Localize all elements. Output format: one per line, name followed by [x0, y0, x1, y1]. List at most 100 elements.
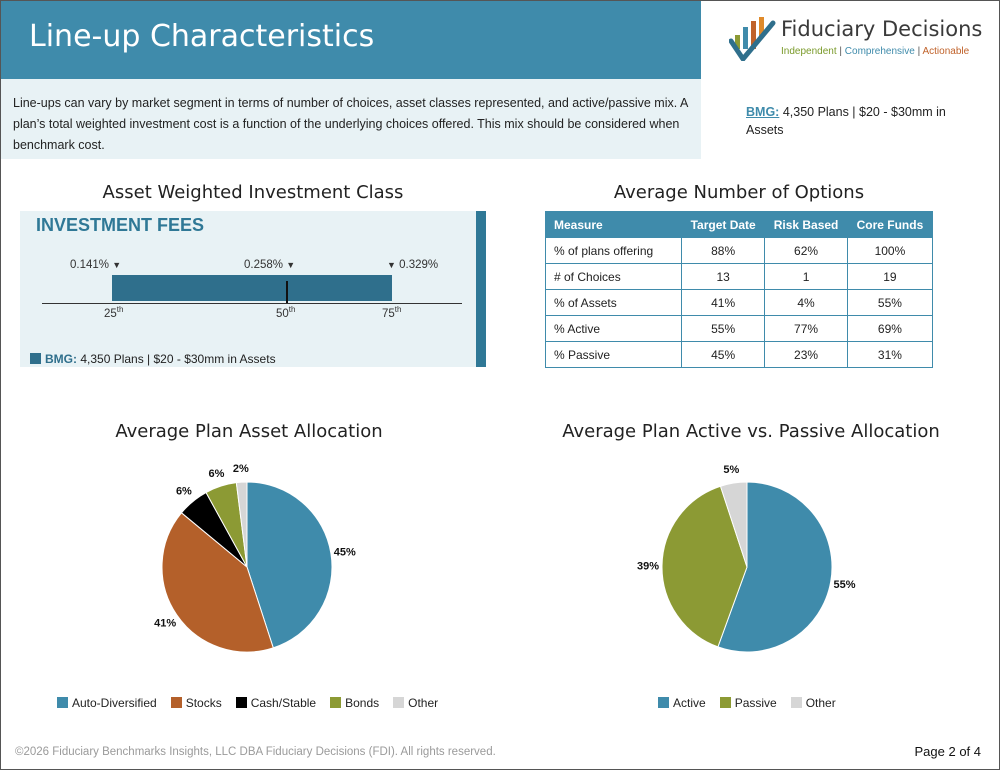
fees-p25-label: 25th: [104, 305, 124, 320]
legend-swatch: [235, 697, 247, 708]
triangle-down-icon: ▼: [387, 260, 396, 270]
legend-swatch: [658, 697, 669, 708]
fees-section-title: Asset Weighted Investment Class: [102, 182, 404, 203]
page-title: Line-up Characteristics: [29, 19, 375, 54]
asset-allocation-title: Average Plan Asset Allocation: [115, 421, 383, 442]
legend-swatch: [57, 697, 68, 708]
legend-item-cash-stable: Cash/Stable: [235, 696, 317, 710]
fees-p75-label: 75th: [382, 305, 402, 320]
logo-name: Fiduciary Decisions: [781, 17, 983, 41]
pie-slice-other: [719, 481, 748, 568]
pie-label-bonds: 6%: [208, 468, 224, 480]
fees-percentile-range-bar: [112, 275, 392, 301]
table-header-cell: Measure: [544, 211, 683, 238]
fees-legend: BMG: 4,350 Plans | $20 - $30mm in Assets: [30, 352, 276, 366]
tagline-actionable: Actionable: [922, 46, 970, 57]
legend-label: Auto-Diversified: [72, 696, 157, 710]
table-cell: 31%: [846, 341, 934, 368]
fees-p50-value: 0.258% ▼: [244, 259, 296, 271]
table-cell: 100%: [846, 237, 934, 264]
fees-legend-text: 4,350 Plans | $20 - $30mm in Assets: [80, 352, 276, 366]
table-cell: 4%: [764, 289, 848, 316]
table-cell: # of Choices: [544, 263, 683, 290]
pie-slice-auto-diversified: [246, 481, 333, 649]
fees-axis-line: [42, 303, 462, 304]
fees-panel-accent: [476, 211, 486, 367]
pie-slice-stocks: [161, 512, 274, 653]
table-cell: 62%: [764, 237, 848, 264]
table-row: % of plans offering 88% 62% 100%: [544, 237, 934, 264]
table-cell: 1: [764, 263, 848, 290]
tagline-independent: Independent: [781, 46, 837, 57]
table-cell: 13: [681, 263, 766, 290]
table-cell: 19: [846, 263, 934, 290]
bmg-note-text: 4,350 Plans | $20 - $30mm in Assets: [746, 105, 946, 137]
legend-label: Other: [408, 696, 439, 710]
pie-label-other: 2%: [233, 463, 249, 475]
bmg-link[interactable]: BMG:: [746, 105, 780, 119]
pie-slice-other: [235, 481, 248, 568]
logo-tagline: Independent | Comprehensive | Actionable: [781, 46, 969, 57]
pie-label-cash-stable: 6%: [176, 486, 192, 498]
fees-median-marker: [286, 281, 288, 303]
legend-swatch: [330, 697, 342, 708]
pie-label-stocks: 41%: [154, 618, 176, 630]
table-cell: 69%: [846, 315, 934, 342]
fees-p25-value: 0.141% ▼: [70, 259, 122, 271]
table-cell: % of plans offering: [544, 237, 683, 264]
legend-swatch: [170, 697, 182, 708]
intro-paragraph: Line-ups can vary by market segment in t…: [1, 79, 701, 159]
legend-label: Bonds: [345, 696, 380, 710]
bmg-note: BMG: 4,350 Plans | $20 - $30mm in Assets: [746, 103, 946, 139]
table-header-cell: Risk Based: [764, 211, 848, 238]
logo-mark-icon: [729, 17, 776, 61]
legend-swatch: [790, 697, 802, 708]
legend-item-stocks: Stocks: [170, 696, 222, 710]
company-logo: Fiduciary Decisions Independent | Compre…: [729, 13, 989, 63]
table-cell: 55%: [846, 289, 934, 316]
active-passive-title: Average Plan Active vs. Passive Allocati…: [562, 421, 940, 442]
triangle-down-icon: ▼: [112, 260, 122, 270]
fees-p50-label: 50th: [276, 305, 296, 320]
legend-item-bonds: Bonds: [330, 696, 379, 710]
fees-legend-label: BMG:: [45, 352, 77, 366]
legend-item-passive: Passive: [719, 696, 777, 710]
pie-slice-passive: [661, 485, 748, 648]
table-cell: % of Assets: [544, 289, 683, 316]
legend-swatch: [719, 697, 731, 708]
table-cell: 88%: [681, 237, 766, 264]
table-cell: 45%: [681, 341, 766, 368]
page-number: Page 2 of 4: [914, 744, 982, 759]
table-cell: % Active: [544, 315, 683, 342]
table-row: # of Choices 13 1 19: [544, 263, 934, 290]
footer-copyright: ©2026 Fiduciary Benchmarks Insights, LLC…: [15, 746, 496, 758]
asset-allocation-pie-chart: 45% 41% 6% 6% 2%: [154, 463, 356, 653]
table-header-cell: Core Funds: [846, 211, 934, 238]
table-cell: 23%: [764, 341, 848, 368]
legend-label: Stocks: [185, 696, 222, 710]
legend-label: Passive: [734, 696, 777, 710]
asset-allocation-legend: Auto-Diversified Stocks Cash/Stable Bonds Ot…: [57, 696, 452, 710]
table-header-row: Measure Target Date Risk Based Core Fund…: [544, 211, 934, 238]
table-cell: 77%: [764, 315, 848, 342]
table-row: % Active 55% 77% 69%: [544, 315, 934, 342]
table-row: % of Assets 41% 4% 55%: [544, 289, 934, 316]
fees-p75-value: ▼ 0.329%: [387, 259, 439, 271]
legend-item-other: Other: [790, 696, 836, 710]
table-cell: % Passive: [544, 341, 683, 368]
legend-swatch: [393, 697, 405, 708]
pie-label-passive: 39%: [637, 560, 659, 572]
pie-slice-active: [717, 481, 833, 653]
fees-title: INVESTMENT FEES: [36, 215, 205, 235]
table-cell: 55%: [681, 315, 766, 342]
investment-fees-panel: INVESTMENT FEES 0.141% ▼ 0.258% ▼ ▼ 0.32…: [20, 211, 486, 367]
pie-label-other: 5%: [723, 464, 739, 476]
legend-label: Cash/Stable: [250, 696, 317, 710]
table-row: % Passive 45% 23% 31%: [544, 341, 934, 368]
triangle-down-icon: ▼: [286, 260, 296, 270]
table-header-cell: Target Date: [681, 211, 766, 238]
options-table: Measure Target Date Risk Based Core Fund…: [544, 211, 934, 368]
table-cell: 41%: [681, 289, 766, 316]
tagline-comprehensive: Comprehensive: [844, 46, 915, 57]
